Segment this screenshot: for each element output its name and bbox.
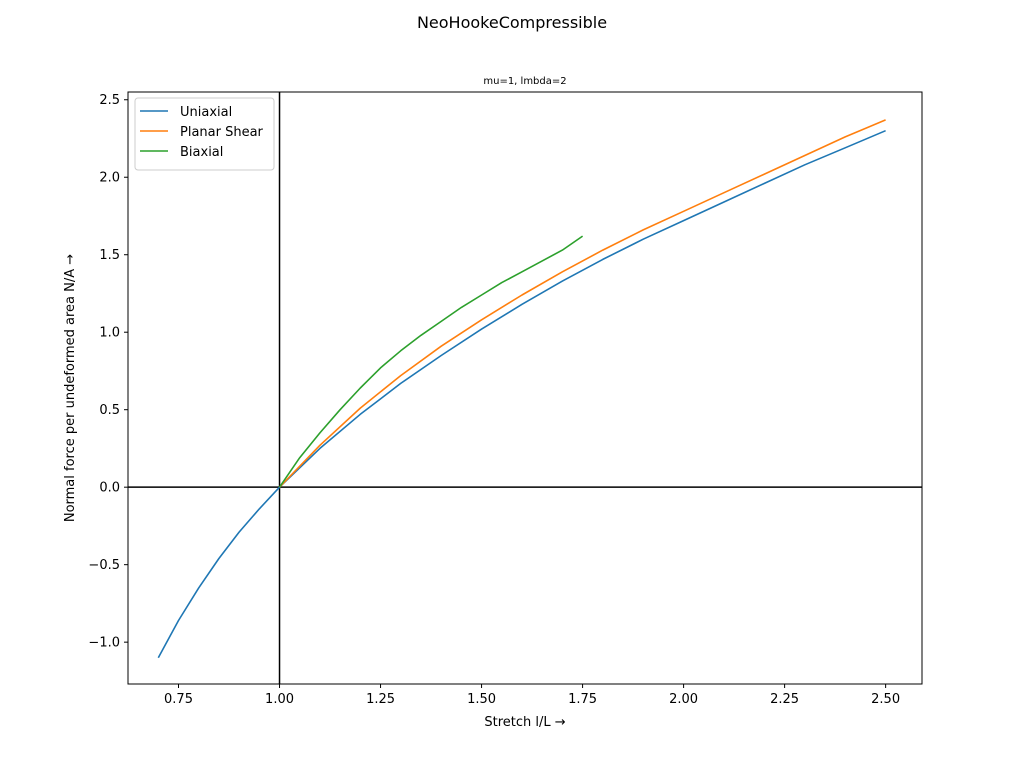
series-line-biaxial	[278, 235, 584, 488]
x-tick-label: 1.00	[265, 692, 294, 707]
y-axis-label: Normal force per undeformed area N/A →	[63, 254, 78, 522]
y-tick-label: 2.0	[99, 171, 120, 186]
x-tick-label: 1.25	[366, 692, 395, 707]
legend-label: Planar Shear	[180, 125, 264, 140]
y-tick-label: 2.5	[99, 93, 120, 108]
legend-label: Biaxial	[180, 145, 223, 160]
legend-label: Uniaxial	[180, 105, 232, 120]
series-line-uniaxial	[157, 129, 886, 659]
y-tick-label: 1.5	[99, 248, 120, 263]
plot-area	[128, 92, 922, 684]
plot-frame	[127, 91, 923, 685]
x-axis: 0.75 1.00 1.25 1.50 1.75 2.00 2.25 2.50	[164, 684, 900, 707]
y-tick-label: −1.0	[88, 636, 120, 651]
y-tick-label: 0.5	[99, 403, 120, 418]
x-axis-label: Stretch l/L →	[484, 715, 565, 730]
chart-title: NeoHookeCompressible	[417, 13, 607, 32]
legend: Uniaxial Planar Shear Biaxial	[134, 97, 275, 171]
x-tick-label: 2.00	[669, 692, 698, 707]
y-axis: −1.0 −0.5 0.0 0.5 1.0 1.5 2.0 2.5	[88, 93, 128, 651]
x-tick-label: 1.50	[467, 692, 496, 707]
y-tick-label: 1.0	[99, 326, 120, 341]
legend-box	[134, 97, 275, 171]
x-tick-label: 1.75	[568, 692, 597, 707]
y-tick-label: −0.5	[88, 558, 120, 573]
x-tick-label: 0.75	[164, 692, 193, 707]
chart-subtitle: mu=1, lmbda=2	[483, 76, 566, 87]
x-tick-label: 2.25	[770, 692, 799, 707]
y-tick-label: 0.0	[99, 481, 120, 496]
x-tick-label: 2.50	[871, 692, 900, 707]
series-line-planar-shear	[278, 119, 886, 488]
